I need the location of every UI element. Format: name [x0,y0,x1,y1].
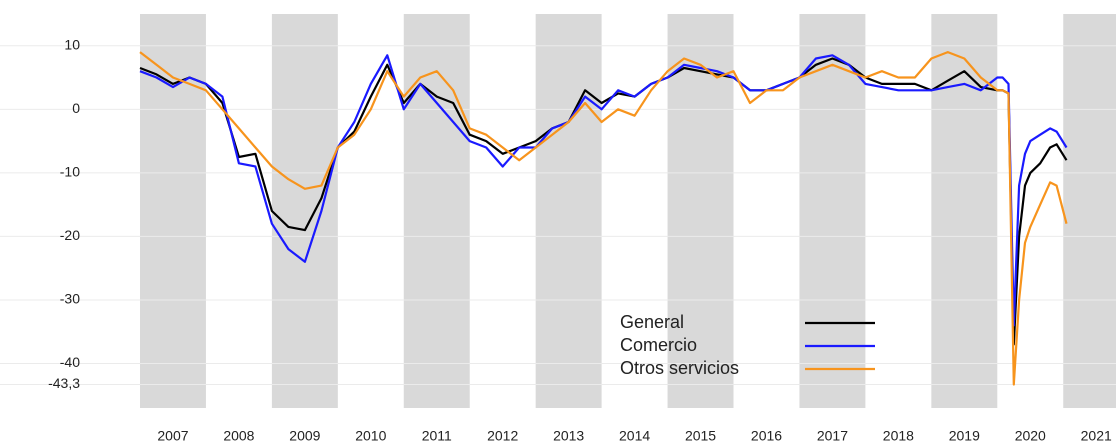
y-tick-label: -20 [60,227,80,243]
x-tick-label: 2020 [1015,428,1046,444]
year-band [799,14,866,408]
year-band [667,14,734,408]
x-tick-label: 2021 [1081,428,1112,444]
y-tick-label: -40 [60,354,80,370]
x-tick-label: 2008 [223,428,254,444]
x-tick-label: 2012 [487,428,518,444]
legend-label: Comercio [620,335,697,355]
series-line [139,54,1068,327]
x-tick-label: 2011 [422,428,452,444]
x-tick-label: 2013 [553,428,584,444]
legend-label: General [620,312,684,332]
y-tick-label: 0 [72,100,80,116]
x-tick-label: 2017 [817,428,848,444]
year-band [535,14,602,408]
y-tick-label: -43,3 [48,375,80,391]
x-tick-label: 2009 [289,428,320,444]
y-tick-label: 10 [64,36,80,52]
legend-label: Otros servicios [620,358,739,378]
year-band [271,14,338,408]
x-tick-label: 2007 [157,428,188,444]
series-line [139,51,1068,386]
x-tick-label: 2016 [751,428,782,444]
year-band [140,14,206,408]
year-band [403,14,470,408]
x-tick-label: 2014 [619,428,650,444]
year-band [931,14,998,408]
x-tick-label: 2010 [355,428,386,444]
y-tick-label: -10 [60,164,80,180]
x-tick-label: 2015 [685,428,716,444]
x-tick-label: 2018 [883,428,914,444]
year-band [1063,14,1116,408]
x-tick-label: 2019 [949,428,980,444]
y-tick-label: -30 [60,291,80,307]
